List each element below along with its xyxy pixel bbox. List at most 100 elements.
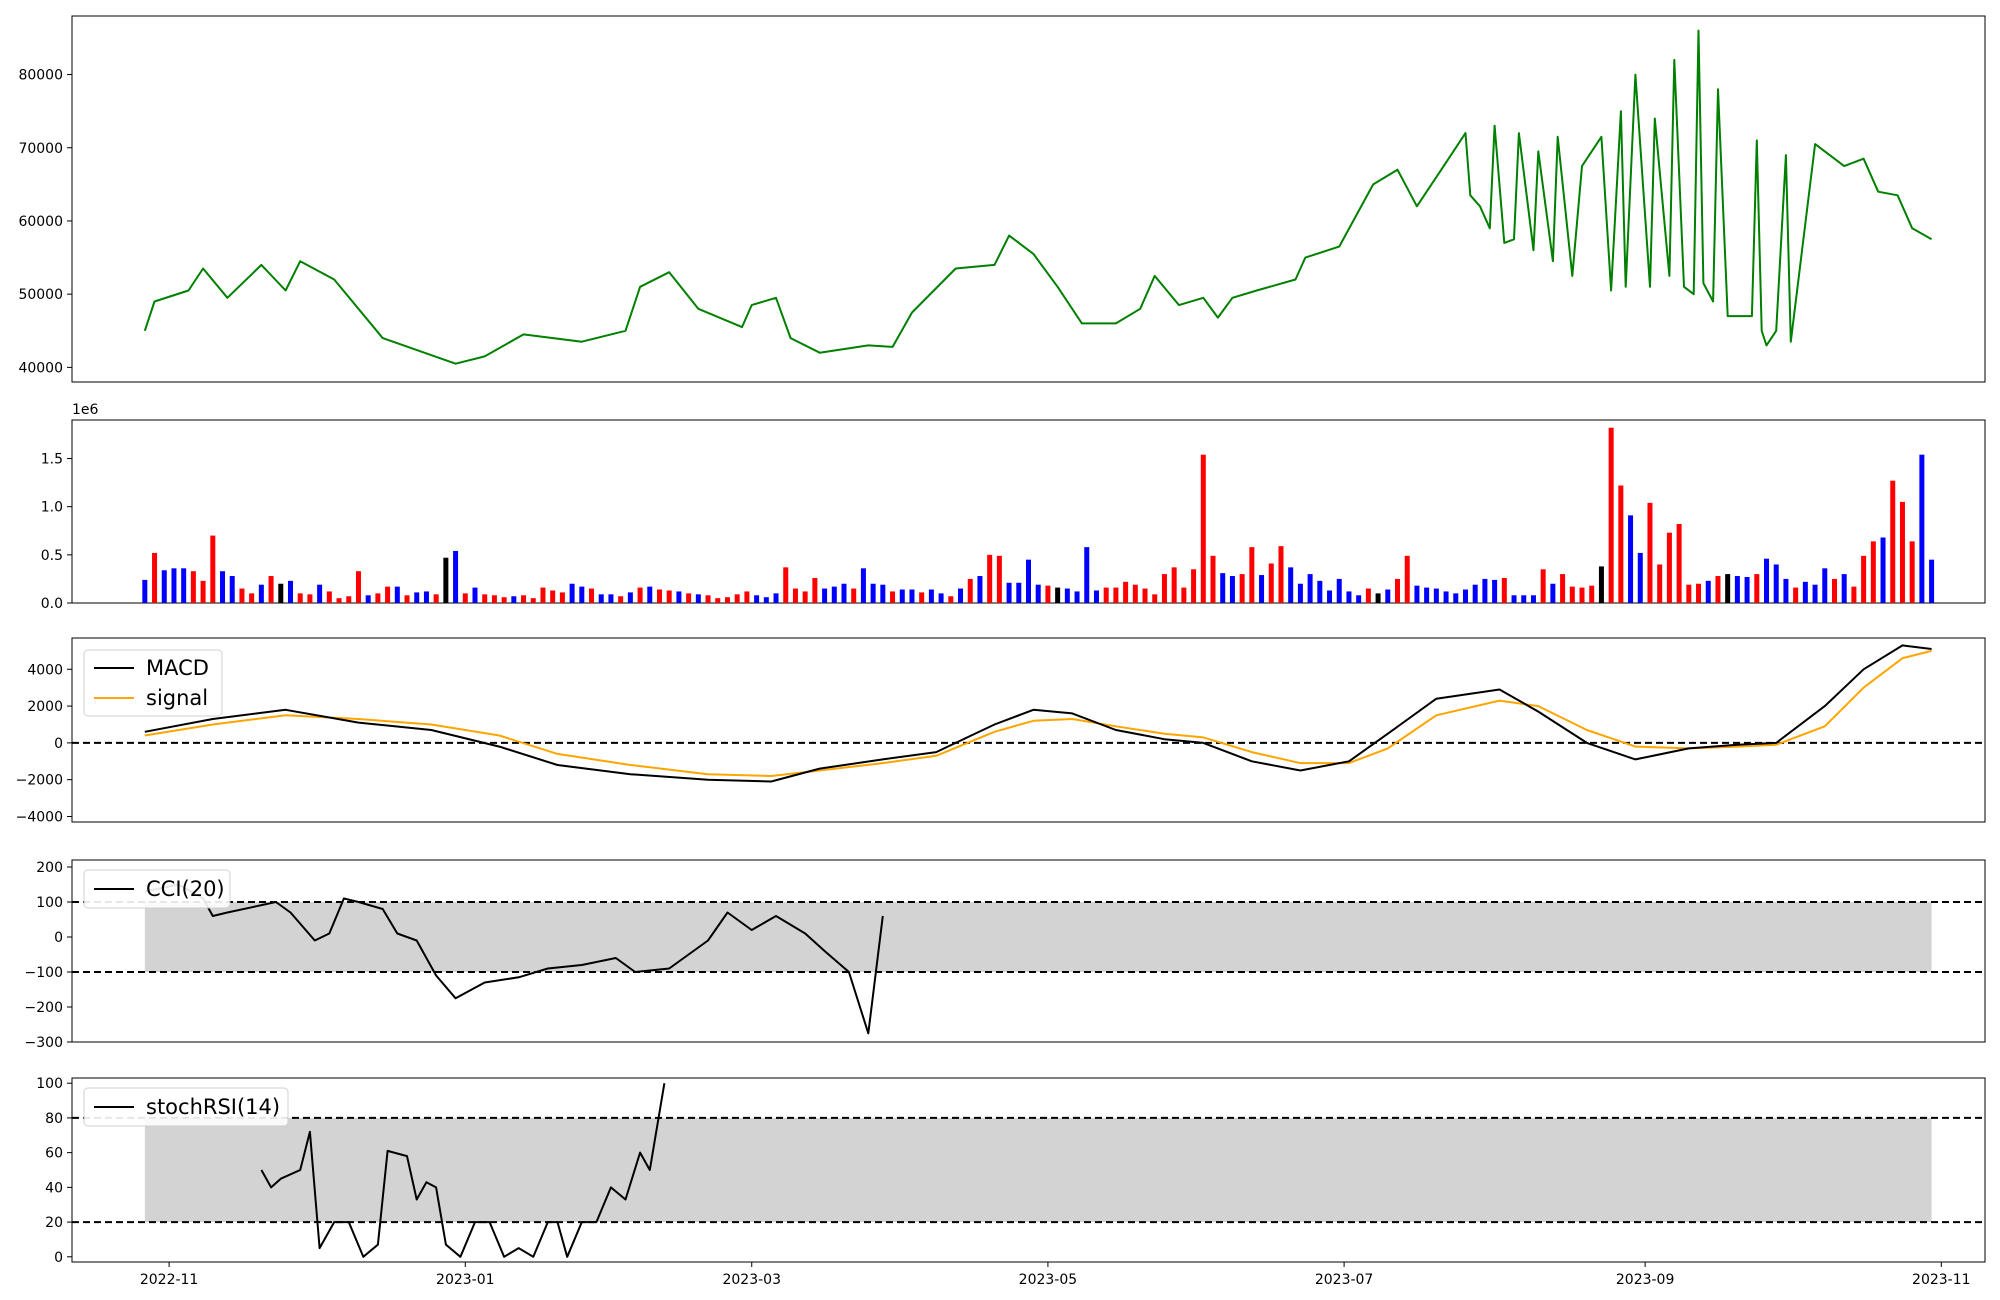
volume-bar: [1929, 559, 1935, 603]
volume-bar: [1229, 576, 1235, 603]
volume-bar: [229, 576, 235, 603]
volume-bar: [375, 593, 381, 603]
volume-bar: [1093, 590, 1099, 603]
panel-macd: 4000 2000 0 −2000 −4000 MACD signal: [16, 637, 1986, 825]
legend-box: [83, 869, 231, 909]
volume-bar: [822, 588, 828, 603]
volume-bar: [1220, 573, 1226, 603]
volume-bar: [1200, 454, 1206, 603]
volume-bar: [1307, 574, 1313, 603]
volume-bar: [1055, 587, 1061, 603]
volume-bar: [1424, 587, 1430, 603]
volume-bar: [705, 595, 711, 603]
volume-bar: [1511, 595, 1517, 603]
volume-bar: [977, 576, 983, 603]
y-tick-label: 0.5: [41, 548, 63, 564]
volume-bar: [1297, 583, 1303, 603]
y-tick-label: 40000: [18, 360, 63, 376]
volume-bar: [365, 595, 371, 603]
volume-bar: [210, 535, 216, 603]
volume-bar: [1793, 587, 1799, 603]
volume-bar: [773, 593, 779, 603]
y-tick-label: −4000: [16, 809, 63, 825]
legend-cci-label: CCI(20): [146, 877, 225, 901]
volume-bar: [841, 583, 847, 603]
volume-bar: [792, 588, 798, 603]
axes-frame: [71, 15, 1986, 383]
volume-bar: [462, 593, 468, 603]
volume-bar: [200, 580, 206, 603]
volume-bar: [1084, 547, 1090, 603]
volume-bar: [890, 591, 896, 603]
volume-bar: [1598, 566, 1604, 603]
volume-bar: [550, 590, 556, 603]
volume-bar: [171, 568, 177, 603]
y-tick-label: −200: [25, 1000, 63, 1016]
volume-bar: [317, 584, 323, 603]
volume-bar: [1783, 578, 1789, 603]
volume-bar: [1268, 563, 1274, 603]
volume-bar: [1521, 595, 1527, 603]
x-tick-label: 2023-03: [722, 1272, 781, 1288]
volume-bar: [996, 555, 1002, 603]
y-tick-label: 0: [54, 736, 63, 752]
volume-bar: [1103, 587, 1109, 603]
volume-bar: [297, 593, 303, 603]
volume-bar: [1161, 574, 1167, 603]
volume-bar: [1725, 574, 1731, 603]
volume-bar: [1142, 588, 1148, 603]
volume-bar: [482, 594, 488, 603]
volume-bar: [307, 594, 313, 603]
volume-bar: [1181, 587, 1187, 603]
volume-bar: [1812, 584, 1818, 603]
volume-bar: [1395, 578, 1401, 603]
volume-bar: [394, 586, 400, 603]
volume-bar: [1628, 515, 1634, 603]
volume-bar: [870, 583, 876, 603]
y-tick-label: 1.0: [41, 500, 63, 516]
volume-bar: [647, 586, 653, 603]
volume-bar: [1210, 555, 1216, 603]
y-tick-label: 60: [45, 1146, 63, 1162]
x-tick-label: 2022-11: [140, 1272, 199, 1288]
volume-bar: [336, 598, 342, 603]
volume-bar: [1239, 574, 1245, 603]
volume-bar: [1919, 454, 1925, 603]
y-tick-label: 80: [45, 1111, 63, 1127]
volume-bar: [880, 584, 886, 603]
volume-bar: [627, 592, 633, 603]
volume-bar: [414, 592, 420, 603]
volume-bar: [1540, 569, 1546, 603]
volume-bar: [958, 588, 964, 603]
volume-bar: [686, 593, 692, 603]
legend-box: [83, 1087, 289, 1127]
volume-bar: [1317, 580, 1323, 603]
volume-bar: [346, 596, 352, 603]
volume-bar: [676, 591, 682, 603]
y-tick-label: 70000: [18, 141, 63, 157]
volume-bar: [744, 591, 750, 603]
volume-bar: [851, 588, 857, 603]
y-tick-label: 60000: [18, 214, 63, 230]
volume-bar: [161, 570, 167, 603]
x-tick-label: 2023-07: [1315, 1272, 1374, 1288]
volume-bar: [938, 593, 944, 603]
volume-bar: [899, 589, 905, 603]
volume-bar: [948, 596, 954, 603]
cci-line: [144, 883, 884, 1035]
volume-bar: [1802, 581, 1808, 603]
y-tick-label: −300: [25, 1035, 63, 1051]
volume-bar: [589, 588, 595, 603]
panel-volume: 0.0 0.5 1.0 1.5 1e6: [41, 402, 1986, 612]
volume-bar: [1375, 593, 1381, 603]
volume-bar: [1365, 588, 1371, 603]
volume-bar: [530, 598, 536, 603]
volume-bar: [1764, 558, 1770, 603]
macd-legend: MACD signal: [83, 649, 223, 717]
panel-stochrsi: 100 80 60 40 20 0 stochRSI(14): [36, 1076, 1986, 1266]
volume-bar: [1822, 568, 1828, 603]
stochrsi-band: [144, 1117, 1932, 1223]
volume-bar: [521, 595, 527, 603]
legend-box: [83, 649, 223, 717]
volume-bar: [404, 595, 410, 603]
